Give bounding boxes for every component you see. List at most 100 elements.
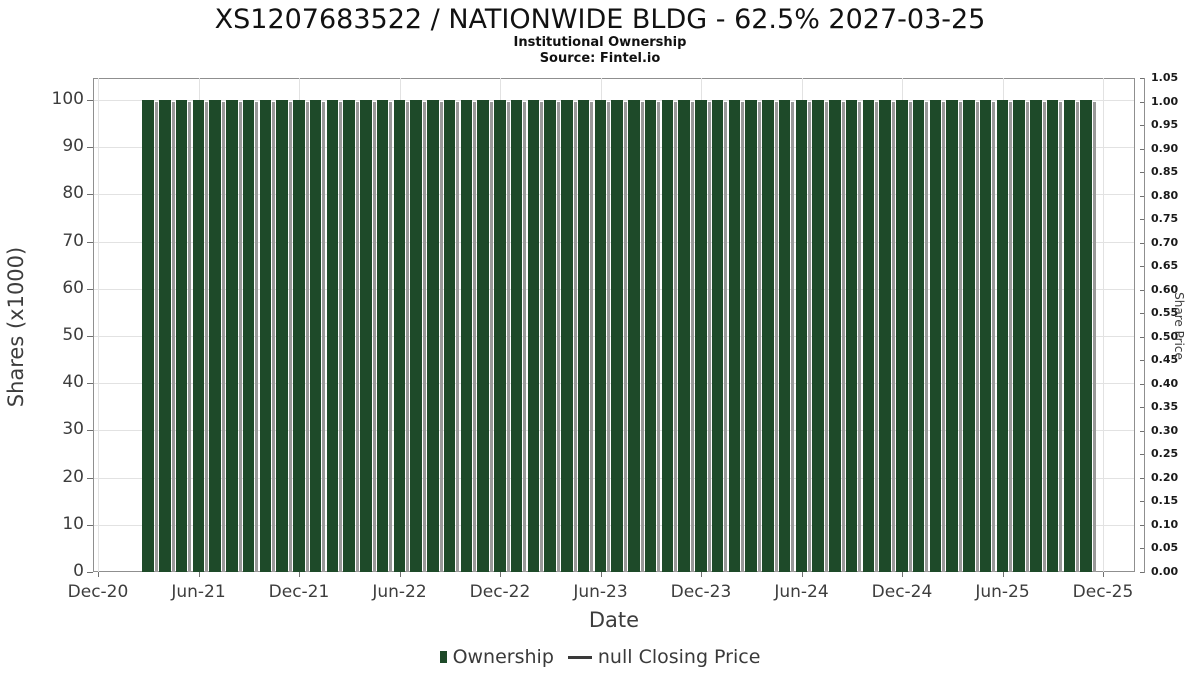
bar bbox=[192, 100, 204, 572]
y-axis-left-tick bbox=[87, 572, 93, 573]
legend-label-closing-price: null Closing Price bbox=[597, 646, 761, 668]
chart-subtitle: Institutional Ownership bbox=[513, 35, 687, 50]
bar-shadow bbox=[891, 102, 895, 572]
bar-shadow bbox=[674, 102, 677, 572]
y-axis-right-tick bbox=[1140, 477, 1144, 479]
bar-shadow bbox=[439, 102, 443, 572]
bar-shadow bbox=[757, 102, 761, 572]
bar bbox=[711, 100, 724, 572]
y-axis-right-tick-label: 0.40 bbox=[1151, 376, 1179, 390]
x-axis-tick-label: Dec-20 bbox=[67, 582, 129, 602]
bar-shadow bbox=[322, 102, 326, 572]
bar bbox=[242, 100, 255, 572]
bar-shadow bbox=[456, 102, 460, 572]
y-axis-left-tick bbox=[87, 383, 93, 385]
bar bbox=[1013, 100, 1025, 572]
bar-shadow bbox=[372, 102, 376, 572]
bar bbox=[778, 100, 791, 572]
y-axis-left-tick bbox=[87, 524, 93, 526]
y-axis-right-tick-label: 0.45 bbox=[1151, 353, 1179, 367]
bar bbox=[912, 100, 925, 572]
y-axis-right-tick-label: 0.85 bbox=[1151, 165, 1179, 179]
bar-shadow bbox=[556, 102, 560, 572]
legend: Ownership null Closing Price bbox=[0, 644, 1200, 670]
y-axis-right-tick-label: 0.35 bbox=[1151, 400, 1179, 414]
bar-shadow bbox=[355, 102, 359, 572]
y-axis-right-tick bbox=[1140, 407, 1144, 409]
bar bbox=[226, 100, 238, 572]
bar bbox=[276, 100, 288, 572]
y-axis-left-tick-label: 100 bbox=[51, 89, 84, 109]
bar bbox=[594, 100, 606, 572]
bar bbox=[175, 100, 188, 572]
bar bbox=[510, 100, 523, 572]
bar-shadow bbox=[523, 102, 527, 572]
bar-shadow bbox=[1025, 102, 1029, 572]
closing-price-line-marker-icon bbox=[567, 655, 592, 659]
bar-shadow bbox=[858, 102, 862, 572]
bar-shadow bbox=[221, 102, 225, 572]
bar bbox=[427, 100, 439, 572]
bar-shadow bbox=[824, 102, 828, 572]
bar-shadow bbox=[255, 102, 259, 572]
bar-shadow bbox=[590, 102, 594, 572]
y-axis-right-tick-label: 0.30 bbox=[1151, 423, 1179, 437]
bar bbox=[661, 100, 673, 572]
x-axis-tick-label: Jun-22 bbox=[372, 582, 427, 602]
y-axis-right-tick bbox=[1140, 336, 1144, 338]
bar bbox=[879, 100, 891, 572]
bar-shadow bbox=[171, 102, 175, 572]
bar-shadow bbox=[288, 102, 292, 572]
bar bbox=[812, 100, 824, 572]
bar bbox=[1030, 100, 1042, 572]
bar-shadow bbox=[925, 102, 929, 572]
bar-shadow bbox=[1059, 102, 1063, 572]
x-axis-tick bbox=[198, 572, 200, 577]
x-axis-tick bbox=[1002, 572, 1004, 577]
y-axis-left-tick bbox=[87, 477, 93, 479]
y-axis-left-tick bbox=[87, 147, 93, 149]
ownership-series-marker-icon bbox=[439, 651, 447, 663]
bar bbox=[795, 100, 807, 572]
bar bbox=[293, 100, 305, 572]
gridline-vertical bbox=[1103, 78, 1104, 572]
bar-shadow bbox=[875, 102, 878, 572]
bar bbox=[745, 100, 757, 572]
y-axis-right-tick-label: 0.60 bbox=[1151, 282, 1179, 296]
y-axis-left-tick bbox=[87, 194, 93, 196]
x-axis-tick bbox=[399, 572, 401, 577]
y-axis-right-tick-label: 0.75 bbox=[1151, 212, 1179, 226]
bar bbox=[494, 100, 506, 572]
bar-shadow bbox=[623, 102, 627, 572]
bar bbox=[209, 100, 221, 572]
y-axis-right-tick-label: 0.00 bbox=[1151, 565, 1179, 578]
bar bbox=[326, 100, 338, 572]
bar-shadow bbox=[774, 102, 778, 572]
y-axis-right-title: Share Price bbox=[1172, 292, 1186, 360]
y-axis-right-tick-label: 1.05 bbox=[1151, 71, 1179, 84]
x-axis-tick bbox=[500, 572, 501, 577]
bar-shadow bbox=[406, 102, 409, 572]
bar bbox=[309, 100, 322, 572]
y-axis-right-tick-label: 0.65 bbox=[1151, 259, 1179, 273]
y-axis-left-tick-label: 70 bbox=[62, 230, 84, 251]
bar bbox=[829, 100, 841, 572]
bar bbox=[963, 100, 975, 572]
y-axis-right-tick-label: 0.25 bbox=[1151, 447, 1179, 461]
y-axis-right-tick bbox=[1140, 360, 1144, 362]
y-axis-left-tick-label: 50 bbox=[62, 325, 84, 345]
y-axis-left-tick-label: 20 bbox=[62, 466, 84, 487]
bar bbox=[611, 100, 623, 572]
bar bbox=[1080, 100, 1092, 572]
y-axis-left-tick bbox=[87, 288, 93, 290]
x-axis-tick bbox=[600, 572, 602, 577]
bar bbox=[762, 100, 774, 572]
bar-shadow bbox=[573, 102, 577, 572]
bar-shadow bbox=[791, 102, 795, 572]
bar bbox=[929, 100, 941, 572]
bar bbox=[460, 100, 472, 572]
y-axis-right-tick-label: 0.55 bbox=[1151, 306, 1179, 320]
x-axis-tick bbox=[701, 572, 702, 577]
bar-shadow bbox=[272, 102, 275, 572]
